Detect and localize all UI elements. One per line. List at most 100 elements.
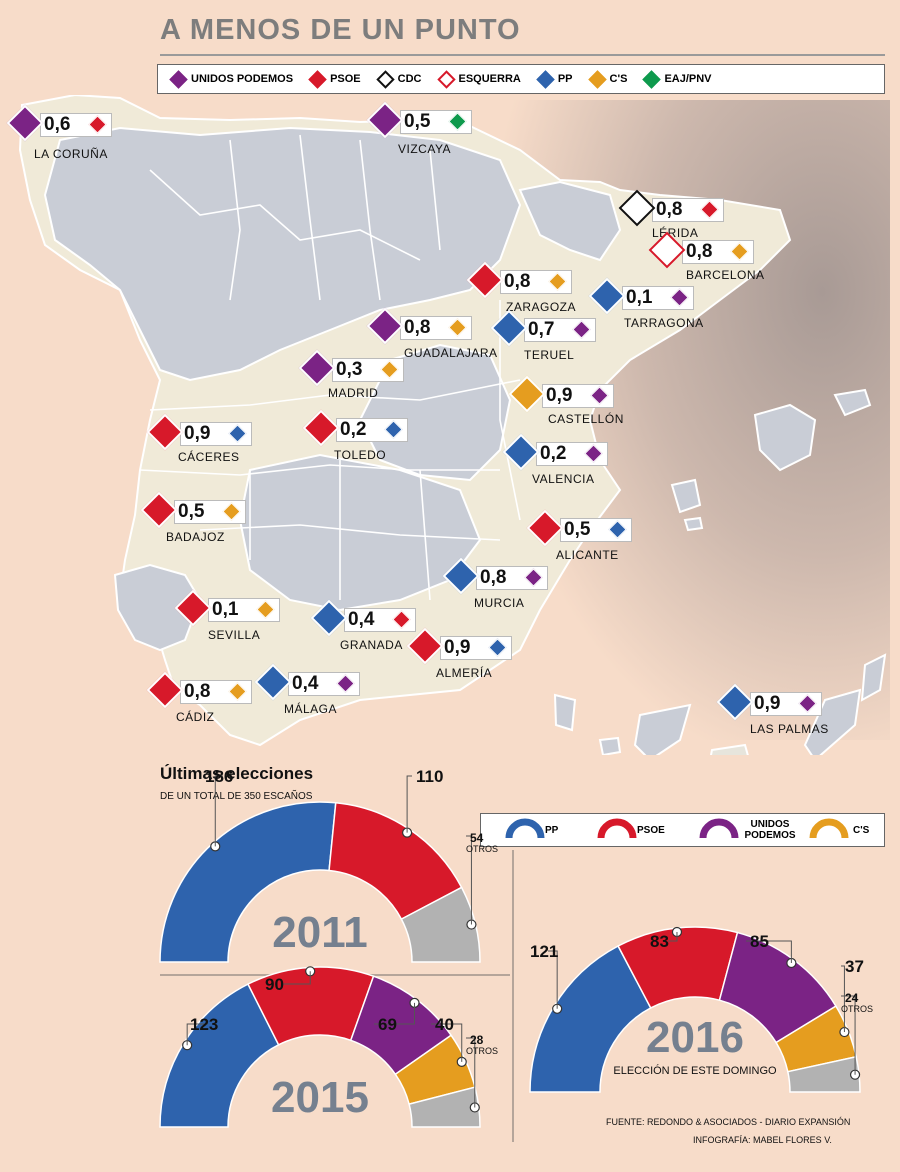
segment-value-label: 85 <box>750 932 769 951</box>
seat-segment-pp <box>159 801 337 963</box>
huelva-province <box>113 563 202 652</box>
leader-line <box>466 835 472 925</box>
otros-label: OTROS <box>466 1046 498 1056</box>
legend-diamond-icon <box>587 69 607 89</box>
segment-value-label: 37 <box>845 957 864 976</box>
legend-label: PP <box>557 73 573 85</box>
legend-item-unidos-podemos: UNIDOS PODEMOS <box>169 69 294 89</box>
elections-title: Últimas elecciones <box>160 764 314 783</box>
leader-line <box>214 775 223 847</box>
city-label: TARRAGONA <box>624 316 704 330</box>
margin-value: 0,8 <box>480 567 507 588</box>
city-label: MÁLAGA <box>284 702 338 716</box>
mallorca <box>753 403 817 472</box>
segment-value-label: 110 <box>416 767 443 786</box>
formentera <box>683 516 704 532</box>
lanzarote <box>860 653 887 702</box>
legend-item-esquerra: ESQUERRA <box>436 69 521 89</box>
city-label: ALICANTE <box>556 548 619 562</box>
source-note: FUENTE: REDONDO & ASOCIADOS - DIARIO EXP… <box>606 1117 851 1127</box>
margin-value: 0,2 <box>540 443 567 464</box>
tenerife <box>633 703 692 755</box>
legend2-pp: PP <box>545 825 559 836</box>
party-legend: UNIDOS PODEMOS PSOE CDC ESQUERRA PP C'S EAJ/PN… <box>157 64 885 94</box>
legend-arc-pp <box>505 818 545 839</box>
legend-diamond-icon <box>308 69 327 89</box>
margin-value: 0,5 <box>404 111 431 132</box>
margin-value: 0,1 <box>212 599 239 620</box>
segment-value-label: 24 <box>845 991 859 1005</box>
fuerteventura <box>803 688 862 755</box>
city-label: ALMERÍA <box>436 666 493 680</box>
legend-diamond-icon <box>169 69 188 89</box>
margin-value: 0,9 <box>444 637 471 658</box>
legend-item-cdc: CDC <box>375 69 422 89</box>
southern-provinces <box>238 453 482 612</box>
legend-item-c-s: C'S <box>587 69 627 89</box>
margin-value: 0,8 <box>404 317 431 338</box>
city-label: BADAJOZ <box>166 530 225 544</box>
menorca <box>833 388 872 417</box>
city-label: MADRID <box>328 386 379 400</box>
segment-value-label: 40 <box>435 1015 454 1034</box>
legend-item-pp: PP <box>536 69 573 89</box>
chart-year: 2016 <box>646 1013 744 1062</box>
leader-line <box>548 950 558 1009</box>
leader-line <box>841 965 845 1033</box>
city-label: TOLEDO <box>334 448 387 462</box>
city-label: GUADALAJARA <box>404 346 498 360</box>
city-label: ZARAGOZA <box>506 300 577 314</box>
city-label: CÁDIZ <box>176 710 215 724</box>
margin-value: 0,4 <box>348 609 375 630</box>
chart-subtitle: ELECCIÓN DE ESTE DOMINGO <box>613 1064 777 1077</box>
city-label: VIZCAYA <box>398 142 452 156</box>
legend-arc-psoe <box>597 818 637 839</box>
chart-year: 2011 <box>272 908 367 957</box>
margin-value: 0,9 <box>184 423 211 444</box>
margin-value: 0,8 <box>686 241 713 262</box>
eastern-provinces <box>518 180 622 262</box>
city-label: CÁCERES <box>178 450 240 464</box>
segment-value-label: 69 <box>378 1015 397 1034</box>
city-label: VALENCIA <box>532 472 595 486</box>
credit-note: INFOGRAFÍA: MABEL FLORES V. <box>693 1135 832 1145</box>
margin-value: 0,9 <box>546 385 573 406</box>
leader-line <box>283 971 311 985</box>
city-label: LAS PALMAS <box>750 722 829 736</box>
margin-value: 0,3 <box>336 359 363 380</box>
legend-diamond-icon <box>375 69 395 89</box>
legend2-cs: C'S <box>853 825 870 836</box>
legend-label: ESQUERRA <box>458 73 521 85</box>
margin-value: 0,9 <box>754 693 781 714</box>
legend-arc-cs <box>809 818 849 839</box>
seat-segment-otros <box>400 886 481 963</box>
leader-line <box>406 775 412 833</box>
city-label: BARCELONA <box>686 268 765 282</box>
margin-value: 0,4 <box>292 673 319 694</box>
seat-segment-otros <box>786 1055 861 1093</box>
leader-line <box>431 1023 463 1062</box>
seat-segment-otros <box>408 1086 481 1128</box>
margin-value: 0,8 <box>656 199 683 220</box>
legend-diamond-icon <box>536 69 555 89</box>
leader-line <box>668 932 678 942</box>
legend2-psoe: PSOE <box>637 825 665 836</box>
city-label: GRANADA <box>340 638 403 652</box>
city-label: TERUEL <box>524 348 575 362</box>
legend2-podemos: UNIDOS PODEMOS <box>744 819 796 841</box>
legend-label: UNIDOS PODEMOS <box>191 73 294 85</box>
vertical-divider <box>512 850 514 1142</box>
northern-provinces <box>43 126 522 382</box>
margin-value: 0,1 <box>626 287 653 308</box>
gran-canaria <box>709 743 749 755</box>
margin-value: 0,8 <box>184 681 211 702</box>
city-label: CASTELLÓN <box>548 412 624 426</box>
chart-year: 2015 <box>271 1073 369 1122</box>
segment-value-label: 121 <box>530 942 558 961</box>
leader-line <box>374 1002 416 1025</box>
legend-item-psoe: PSOE <box>308 69 361 89</box>
margin-value: 0,8 <box>504 271 531 292</box>
